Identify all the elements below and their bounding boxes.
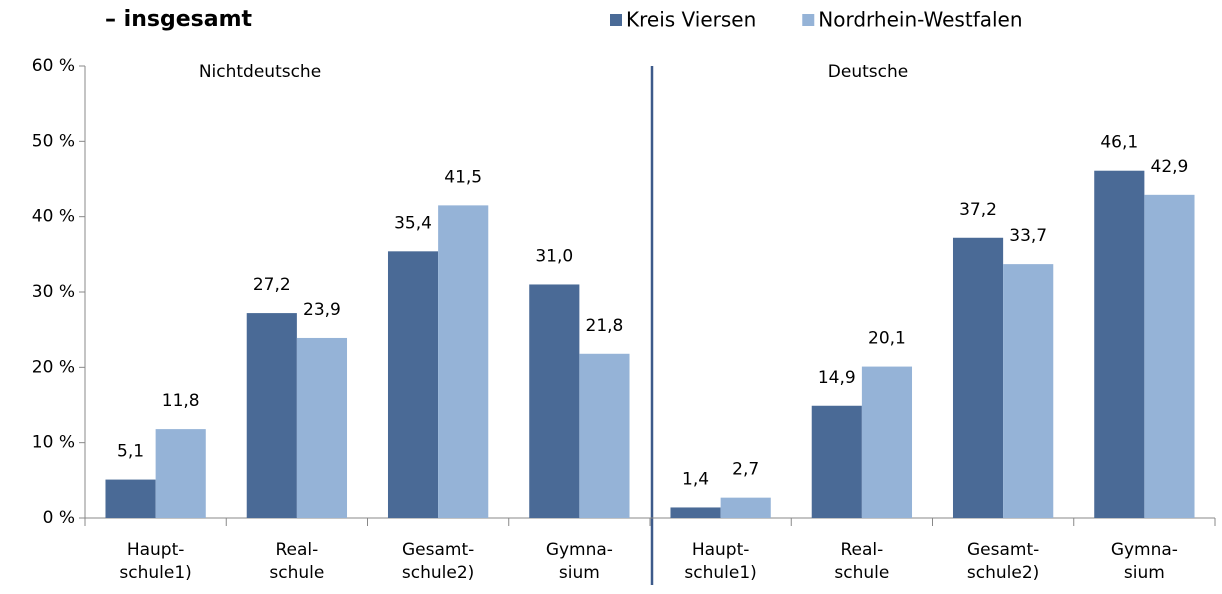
x-tick-label: Real-schule [834, 540, 889, 583]
y-tick-label: 20 % [32, 357, 75, 377]
bar [105, 479, 156, 518]
bar [438, 205, 489, 518]
data-label: 31,0 [535, 246, 573, 266]
bar [579, 353, 630, 518]
data-label: 37,2 [959, 200, 997, 220]
data-label: 11,8 [162, 391, 200, 411]
data-label: 14,9 [818, 368, 856, 388]
bar [720, 497, 771, 518]
bar [155, 429, 206, 518]
data-label: 41,5 [444, 167, 482, 187]
legend-swatch [802, 14, 815, 26]
bar [529, 284, 580, 518]
data-label: 35,4 [394, 213, 432, 233]
x-tick-label: Haupt-schule1) [119, 540, 191, 583]
y-tick-label: 50 % [32, 131, 75, 151]
bar [1094, 170, 1145, 519]
bar [861, 366, 913, 518]
legend-swatch [610, 14, 622, 26]
group-label: Deutsche [828, 62, 908, 82]
data-label: 46,1 [1100, 133, 1138, 153]
data-label: 42,9 [1151, 157, 1189, 177]
x-tick-label: Real-schule [269, 540, 324, 583]
data-label: 27,2 [253, 275, 291, 295]
data-label: 20,1 [868, 329, 906, 349]
x-tick-label: Gesamt-schule2) [967, 540, 1039, 583]
bar [387, 251, 439, 518]
bar [246, 313, 297, 518]
data-label: 5,1 [117, 442, 144, 462]
data-label: 2,7 [732, 460, 759, 480]
bar [1144, 194, 1195, 518]
y-tick-label: 10 % [32, 433, 75, 453]
bar [1003, 264, 1054, 518]
bar [670, 507, 721, 518]
data-label: 21,8 [586, 316, 624, 336]
y-tick-label: 60 % [32, 56, 75, 76]
group-label: Nichtdeutsche [199, 62, 321, 82]
legend-label: Nordrhein-Westfalen [818, 8, 1022, 32]
chart-title: – insgesamt [105, 7, 252, 32]
bar [296, 337, 348, 518]
x-tick-label: Haupt-schule1) [684, 540, 756, 583]
bar [811, 405, 862, 518]
data-label: 23,9 [303, 300, 341, 320]
x-tick-label: Gymna-sium [546, 540, 613, 583]
y-tick-label: 30 % [32, 282, 75, 302]
legend-label: Kreis Viersen [626, 8, 756, 32]
x-tick-label: Gesamt-schule2) [402, 540, 474, 583]
y-tick-label: 0 % [43, 508, 75, 528]
bar [952, 237, 1004, 518]
y-tick-label: 40 % [32, 207, 75, 227]
data-label: 1,4 [682, 469, 709, 489]
x-tick-label: Gymna-sium [1111, 540, 1178, 583]
data-label: 33,7 [1009, 226, 1047, 246]
